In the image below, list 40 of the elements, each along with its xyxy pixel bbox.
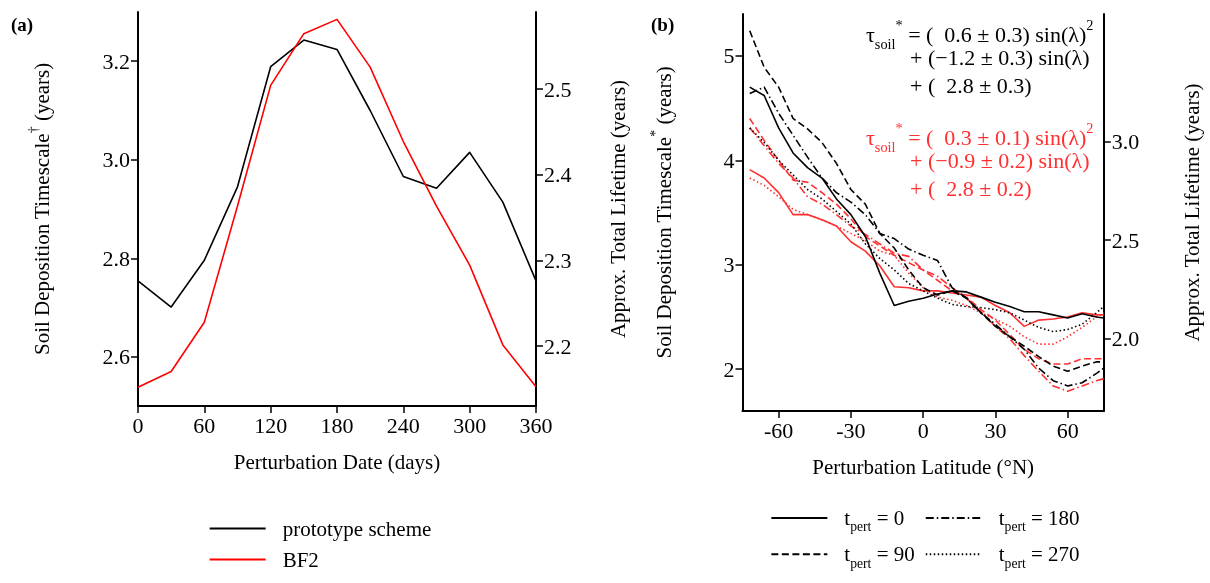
y2-tick-label: 2.2	[544, 333, 572, 359]
x-tick-label: 60	[193, 412, 216, 438]
x-tick-label: 60	[1056, 417, 1079, 443]
x-tick-label: 180	[320, 412, 354, 438]
y2-tick-label: 2.4	[544, 162, 572, 188]
y-tick-label: 2.8	[102, 245, 130, 271]
y2-axis-title: Approx. Total Lifetime (years)	[605, 79, 630, 339]
chart-title: (a)	[11, 14, 34, 36]
y-tick-label: 3.2	[102, 48, 130, 74]
y2-tick-label: 2.0	[1111, 325, 1140, 351]
y-tick-label: 5	[723, 43, 735, 69]
x-tick-label: 30	[984, 417, 1007, 443]
x-tick-label: -60	[763, 417, 794, 443]
legend-label: BF2	[282, 547, 319, 572]
legend-label: prototype scheme	[282, 516, 432, 541]
y-tick-label: 2	[723, 356, 735, 382]
y2-tick-label: 2.5	[1111, 227, 1140, 253]
y-axis-title: Soil Deposition Timescale* (years)	[647, 66, 676, 359]
x-tick-label: 360	[519, 412, 553, 438]
annotation: + ( 2.8 ± 0.2)	[910, 175, 1032, 201]
y-axis-title: Soil Deposition Timescale† (years)	[26, 62, 55, 356]
y-tick-label: 3.0	[102, 147, 130, 173]
y-tick-label: 4	[723, 147, 735, 173]
y2-tick-label: 3.0	[1111, 129, 1140, 155]
line-series	[137, 18, 537, 389]
x-tick-label: 0	[132, 412, 144, 438]
x-tick-label: 240	[386, 412, 420, 438]
y2-axis-title: Approx. Total Lifetime (years)	[1179, 83, 1204, 342]
y2-tick-label: 2.3	[544, 247, 572, 273]
x-tick-label: 0	[917, 417, 929, 443]
x-axis-title: Perturbation Date (days)	[233, 449, 441, 474]
x-tick-label: -30	[836, 417, 866, 443]
annotation: + ( 2.8 ± 0.3)	[910, 72, 1032, 98]
y-tick-label: 2.6	[102, 344, 130, 370]
x-tick-label: 120	[254, 412, 288, 438]
chart-title: (b)	[651, 14, 675, 36]
x-axis-title: Perturbation Latitude (°N)	[812, 454, 1035, 479]
x-tick-label: 300	[453, 412, 487, 438]
y-tick-label: 3	[723, 252, 735, 278]
y2-tick-label: 2.5	[544, 76, 572, 102]
